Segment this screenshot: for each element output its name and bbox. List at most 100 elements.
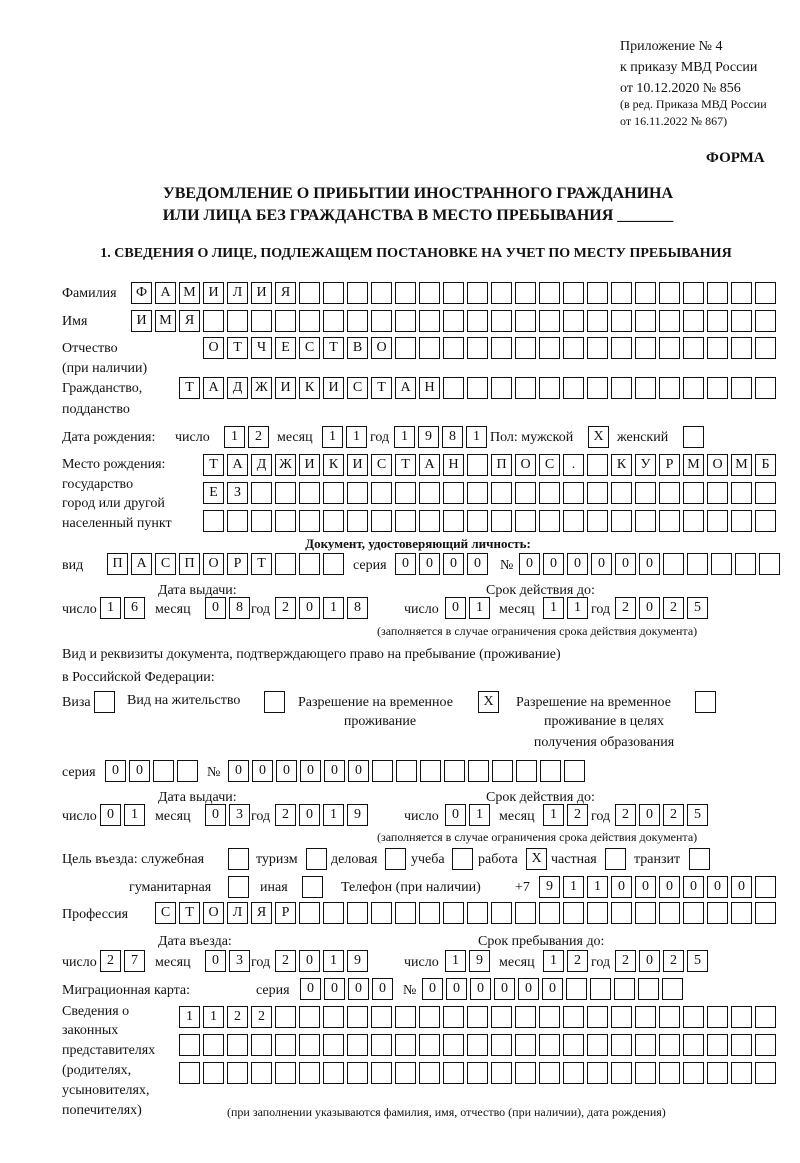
char-cell[interactable]: А (419, 454, 440, 476)
char-cell[interactable]: 1 (323, 597, 344, 619)
char-cell[interactable]: А (203, 377, 224, 399)
char-cell[interactable]: 1 (543, 804, 564, 826)
char-cell[interactable] (587, 282, 608, 304)
char-cell[interactable]: 2 (251, 1006, 272, 1028)
char-cell[interactable] (227, 1034, 248, 1056)
char-cell[interactable] (707, 482, 728, 504)
char-cell[interactable]: 0 (205, 804, 226, 826)
char-cell[interactable] (491, 337, 512, 359)
char-cell[interactable] (420, 760, 441, 782)
char-cell[interactable] (179, 1034, 200, 1056)
char-cell[interactable] (659, 337, 680, 359)
char-cell[interactable]: Т (179, 377, 200, 399)
char-cell[interactable] (443, 482, 464, 504)
char-cell[interactable] (491, 377, 512, 399)
char-cell[interactable]: 0 (659, 876, 680, 898)
char-cell[interactable]: 1 (179, 1006, 200, 1028)
char-cell[interactable] (323, 310, 344, 332)
char-cell[interactable] (662, 978, 683, 1000)
char-cell[interactable] (299, 310, 320, 332)
char-cell[interactable]: У (635, 454, 656, 476)
char-cell[interactable]: Ж (275, 454, 296, 476)
char-cell[interactable] (635, 1006, 656, 1028)
char-cell[interactable] (371, 282, 392, 304)
char-cell[interactable] (515, 310, 536, 332)
char-cell[interactable] (275, 1006, 296, 1028)
purpose-humanitarian-checkbox[interactable] (228, 876, 249, 898)
char-cell[interactable] (251, 310, 272, 332)
char-cell[interactable] (299, 1062, 320, 1084)
char-cell[interactable]: И (275, 377, 296, 399)
char-cell[interactable] (396, 760, 417, 782)
char-cell[interactable]: Н (443, 454, 464, 476)
char-cell[interactable] (491, 310, 512, 332)
char-cell[interactable] (395, 482, 416, 504)
char-cell[interactable] (731, 902, 752, 924)
char-cell[interactable]: 0 (542, 978, 563, 1000)
char-cell[interactable] (467, 282, 488, 304)
char-cell[interactable] (347, 1062, 368, 1084)
residence-checkbox[interactable] (264, 691, 285, 713)
char-cell[interactable] (275, 1062, 296, 1084)
char-cell[interactable]: 1 (346, 426, 367, 448)
char-cell[interactable]: И (203, 282, 224, 304)
char-cell[interactable]: 0 (299, 950, 320, 972)
char-cell[interactable]: 8 (229, 597, 250, 619)
char-cell[interactable] (443, 1006, 464, 1028)
char-cell[interactable] (563, 377, 584, 399)
char-cell[interactable]: О (371, 337, 392, 359)
char-cell[interactable]: Б (755, 454, 776, 476)
char-cell[interactable]: О (707, 454, 728, 476)
char-cell[interactable] (659, 377, 680, 399)
char-cell[interactable]: 0 (205, 597, 226, 619)
char-cell[interactable]: Ч (251, 337, 272, 359)
char-cell[interactable]: О (515, 454, 536, 476)
char-cell[interactable]: 1 (224, 426, 245, 448)
char-cell[interactable]: 2 (615, 597, 636, 619)
char-cell[interactable]: 0 (611, 876, 632, 898)
char-cell[interactable] (731, 1006, 752, 1028)
char-cell[interactable]: 0 (707, 876, 728, 898)
char-cell[interactable] (347, 1034, 368, 1056)
char-cell[interactable]: 0 (683, 876, 704, 898)
char-cell[interactable]: 9 (347, 804, 368, 826)
char-cell[interactable] (395, 1034, 416, 1056)
char-cell[interactable] (539, 337, 560, 359)
char-cell[interactable]: 2 (567, 950, 588, 972)
char-cell[interactable] (735, 553, 756, 575)
char-cell[interactable] (683, 482, 704, 504)
char-cell[interactable] (731, 510, 752, 532)
char-cell[interactable]: 5 (687, 804, 708, 826)
char-cell[interactable] (659, 282, 680, 304)
char-cell[interactable] (635, 1062, 656, 1084)
char-cell[interactable]: 0 (324, 978, 345, 1000)
char-cell[interactable] (563, 902, 584, 924)
char-cell[interactable]: 1 (323, 950, 344, 972)
char-cell[interactable]: 2 (248, 426, 269, 448)
char-cell[interactable]: 0 (100, 804, 121, 826)
char-cell[interactable]: 0 (543, 553, 564, 575)
char-cell[interactable] (492, 760, 513, 782)
char-cell[interactable]: 0 (567, 553, 588, 575)
char-cell[interactable] (755, 1006, 776, 1028)
char-cell[interactable]: Т (227, 337, 248, 359)
char-cell[interactable]: С (155, 553, 176, 575)
sex-male-checkbox[interactable]: X (588, 426, 609, 448)
char-cell[interactable] (566, 978, 587, 1000)
char-cell[interactable]: 2 (663, 804, 684, 826)
char-cell[interactable] (707, 310, 728, 332)
char-cell[interactable]: С (347, 377, 368, 399)
char-cell[interactable]: 0 (591, 553, 612, 575)
char-cell[interactable] (515, 1006, 536, 1028)
char-cell[interactable] (635, 282, 656, 304)
char-cell[interactable]: 2 (275, 804, 296, 826)
char-cell[interactable] (759, 553, 780, 575)
char-cell[interactable] (467, 310, 488, 332)
char-cell[interactable]: П (107, 553, 128, 575)
char-cell[interactable] (371, 1034, 392, 1056)
char-cell[interactable] (563, 510, 584, 532)
char-cell[interactable]: И (299, 454, 320, 476)
purpose-private-checkbox[interactable] (605, 848, 626, 870)
char-cell[interactable]: С (371, 454, 392, 476)
char-cell[interactable]: М (155, 310, 176, 332)
